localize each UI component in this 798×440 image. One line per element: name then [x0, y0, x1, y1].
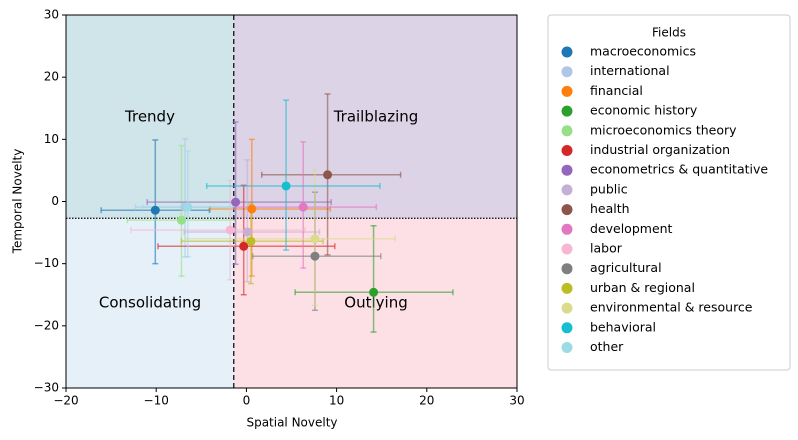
- legend-label: environmental & resource: [590, 300, 753, 315]
- legend-marker: [561, 105, 573, 117]
- legend-label: macroeconomics: [590, 44, 696, 59]
- legend-label: financial: [590, 83, 643, 98]
- legend-marker: [561, 282, 573, 294]
- y-tick-label: −20: [34, 318, 59, 332]
- y-tick-label: 0: [51, 194, 59, 208]
- legend-marker: [561, 263, 573, 275]
- point: [239, 241, 249, 251]
- legend-label: econometrics & quantitative: [590, 162, 768, 177]
- point: [231, 197, 241, 207]
- point: [176, 215, 186, 225]
- point: [183, 202, 193, 212]
- legend-marker: [561, 243, 573, 255]
- legend-marker: [561, 164, 573, 176]
- point: [247, 204, 257, 214]
- point: [369, 287, 379, 297]
- legend-label: microeconomics theory: [590, 122, 737, 137]
- legend-label: urban & regional: [590, 280, 695, 295]
- error-bars: [183, 159, 321, 283]
- point: [310, 234, 320, 244]
- error-bars: [205, 99, 381, 251]
- point: [246, 236, 256, 246]
- point: [323, 170, 333, 180]
- legend-label: development: [590, 221, 673, 236]
- y-tick-label: 30: [44, 8, 59, 22]
- legend-label: public: [590, 181, 628, 196]
- legend-label: agricultural: [590, 260, 662, 275]
- x-tick-label: 20: [419, 394, 434, 408]
- legend-marker: [561, 46, 573, 58]
- quadrant-label: Trailblazing: [333, 108, 419, 126]
- point: [242, 227, 252, 237]
- legend-marker: [561, 204, 573, 216]
- legend-label: health: [590, 201, 630, 216]
- legend-marker: [561, 145, 573, 156]
- quadrant: [66, 15, 234, 219]
- point: [225, 225, 235, 235]
- legend-label: other: [590, 339, 624, 354]
- quadrant-label: Trendy: [124, 108, 175, 126]
- legend-marker: [561, 302, 573, 314]
- quadrant-label: Consolidating: [99, 294, 201, 312]
- x-tick-label: −20: [53, 394, 78, 408]
- quadrant-label: Outlying: [344, 294, 407, 312]
- x-tick-label: 30: [509, 394, 524, 408]
- y-axis-label: Temporal Novelty: [11, 149, 25, 255]
- legend-marker: [561, 125, 573, 137]
- quadrant: [233, 15, 517, 219]
- legend-label: international: [590, 63, 670, 78]
- legend-marker: [561, 85, 573, 97]
- point: [310, 251, 320, 261]
- y-tick-label: 20: [44, 70, 59, 84]
- point: [298, 202, 308, 212]
- legend-marker: [561, 322, 573, 334]
- legend-title: Fields: [652, 26, 686, 40]
- legend-marker: [561, 342, 573, 353]
- x-tick-label: 10: [329, 394, 344, 408]
- x-axis-label: Spatial Novelty: [246, 416, 337, 430]
- legend-marker: [561, 223, 573, 235]
- x-tick-label: −10: [144, 394, 169, 408]
- legend-label: labor: [590, 241, 623, 256]
- y-tick-label: 10: [44, 132, 59, 146]
- legend-label: economic history: [590, 103, 698, 118]
- x-tick-label: 0: [243, 394, 251, 408]
- y-tick-label: −30: [34, 381, 59, 395]
- point: [281, 181, 291, 191]
- legend-marker: [561, 184, 573, 196]
- point: [150, 205, 160, 215]
- legend-box: [547, 14, 791, 371]
- legend-marker: [561, 66, 573, 78]
- legend-label: industrial organization: [590, 142, 730, 157]
- y-tick-label: −10: [34, 256, 59, 270]
- legend-label: behavioral: [590, 319, 656, 334]
